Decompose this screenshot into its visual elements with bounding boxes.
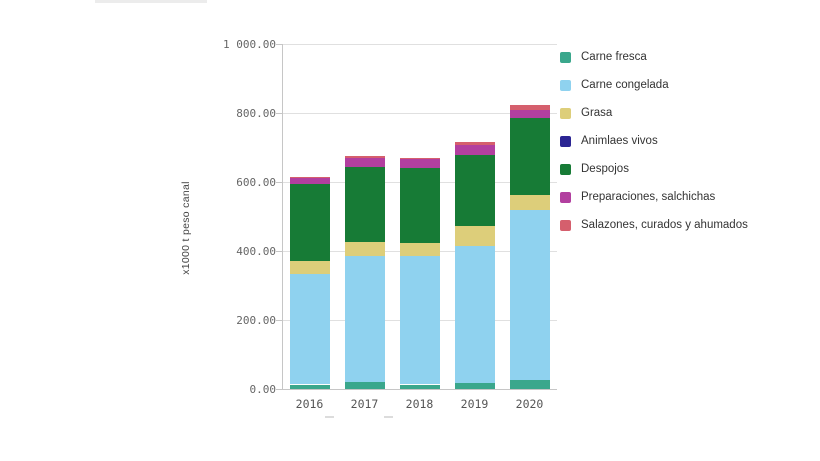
legend-swatch-icon [560,163,571,175]
bar-segment-2016-carne-congelada[interactable] [289,273,330,385]
cropped-top-artifact [95,0,207,3]
cropped-footnote-artifact [384,416,393,418]
x-tick-label-2019: 2019 [460,397,489,411]
legend-swatch-icon [560,135,571,147]
bar-segment-2016-despojos[interactable] [289,184,330,262]
bar-segment-2018-grasa[interactable] [399,243,440,257]
bar-segment-2017-grasa[interactable] [344,241,385,257]
bar-segment-2020-carne-congelada[interactable] [509,210,550,380]
bar-segment-2019-preparaciones-salchichas[interactable] [454,144,495,156]
y-tick-label-1000: 1 000.00 [223,37,276,51]
bar-segment-2016-salazones-curados-y-ahumados[interactable] [289,176,330,178]
y-tick-label-200: 200.00 [236,313,276,327]
bar-segment-2020-salazones-curados-y-ahumados[interactable] [509,105,550,110]
legend-item-carne-fresca[interactable]: Carne fresca [560,46,647,68]
y-tick-800 [276,112,282,114]
legend-item-carne-congelada[interactable]: Carne congelada [560,74,669,96]
bar-segment-2018-salazones-curados-y-ahumados[interactable] [399,157,440,159]
legend-label: Despojos [581,163,629,175]
legend-swatch-icon [560,191,571,203]
bar-segment-2019-salazones-curados-y-ahumados[interactable] [454,141,495,145]
legend-label: Salazones, curados y ahumados [581,219,748,231]
legend-item-salazones-curados-y-ahumados[interactable]: Salazones, curados y ahumados [560,214,748,236]
legend-label: Animlaes vivos [581,135,658,147]
bar-segment-2016-grasa[interactable] [289,261,330,274]
bar-segment-2017-carne-fresca[interactable] [344,382,385,389]
cropped-footnote-artifact [325,416,334,418]
bar-segment-2019-grasa[interactable] [454,225,495,246]
bar-segment-2019-carne-congelada[interactable] [454,245,495,384]
gridline-1000 [282,43,557,45]
bar-segment-2017-preparaciones-salchichas[interactable] [344,157,385,168]
legend-label: Preparaciones, salchichas [581,191,716,203]
bar-segment-2019-carne-fresca[interactable] [454,383,495,389]
bar-segment-2018-carne-fresca[interactable] [399,384,440,389]
bar-segment-2018-despojos[interactable] [399,167,440,244]
gridline-0 [282,389,557,390]
bar-segment-2017-salazones-curados-y-ahumados[interactable] [344,155,385,158]
legend-item-grasa[interactable]: Grasa [560,102,612,124]
bar-segment-2020-preparaciones-salchichas[interactable] [509,109,550,119]
y-tick-1000 [276,43,282,45]
y-axis-line [282,43,283,390]
legend-item-animlaes-vivos[interactable]: Animlaes vivos [560,130,658,152]
bar-segment-2016-carne-fresca[interactable] [289,384,330,389]
y-tick-label-800: 800.00 [236,106,276,120]
bar-segment-2017-despojos[interactable] [344,167,385,242]
y-tick-0 [276,389,282,390]
bar-segment-2019-despojos[interactable] [454,155,495,226]
legend-item-despojos[interactable]: Despojos [560,158,629,180]
legend-swatch-icon [560,107,571,119]
y-tick-400 [276,250,282,252]
bar-segment-2020-grasa[interactable] [509,195,550,211]
y-tick-200 [276,319,282,321]
gridline-800 [282,112,557,114]
legend-swatch-icon [560,219,571,231]
x-tick-label-2018: 2018 [405,397,434,411]
y-tick-label-0: 0.00 [249,383,277,396]
legend-label: Grasa [581,107,613,119]
bar-segment-2020-carne-fresca[interactable] [509,379,550,389]
bar-segment-2016-preparaciones-salchichas[interactable] [289,177,330,185]
legend-label: Carne fresca [581,51,647,63]
x-tick-label-2017: 2017 [350,397,379,411]
bar-segment-2017-carne-congelada[interactable] [344,256,385,383]
y-tick-label-600: 600.00 [236,175,276,189]
y-tick-600 [276,181,282,183]
x-tick-label-2016: 2016 [295,397,324,411]
y-tick-label-400: 400.00 [236,244,276,258]
legend-label: Carne congelada [581,79,669,91]
legend-swatch-icon [560,51,571,63]
legend-item-preparaciones-salchichas[interactable]: Preparaciones, salchichas [560,186,715,208]
legend-swatch-icon [560,79,571,91]
bar-segment-2018-carne-congelada[interactable] [399,256,440,385]
bar-segment-2020-despojos[interactable] [509,118,550,196]
bar-segment-2018-preparaciones-salchichas[interactable] [399,158,440,168]
x-tick-label-2020: 2020 [515,397,544,411]
